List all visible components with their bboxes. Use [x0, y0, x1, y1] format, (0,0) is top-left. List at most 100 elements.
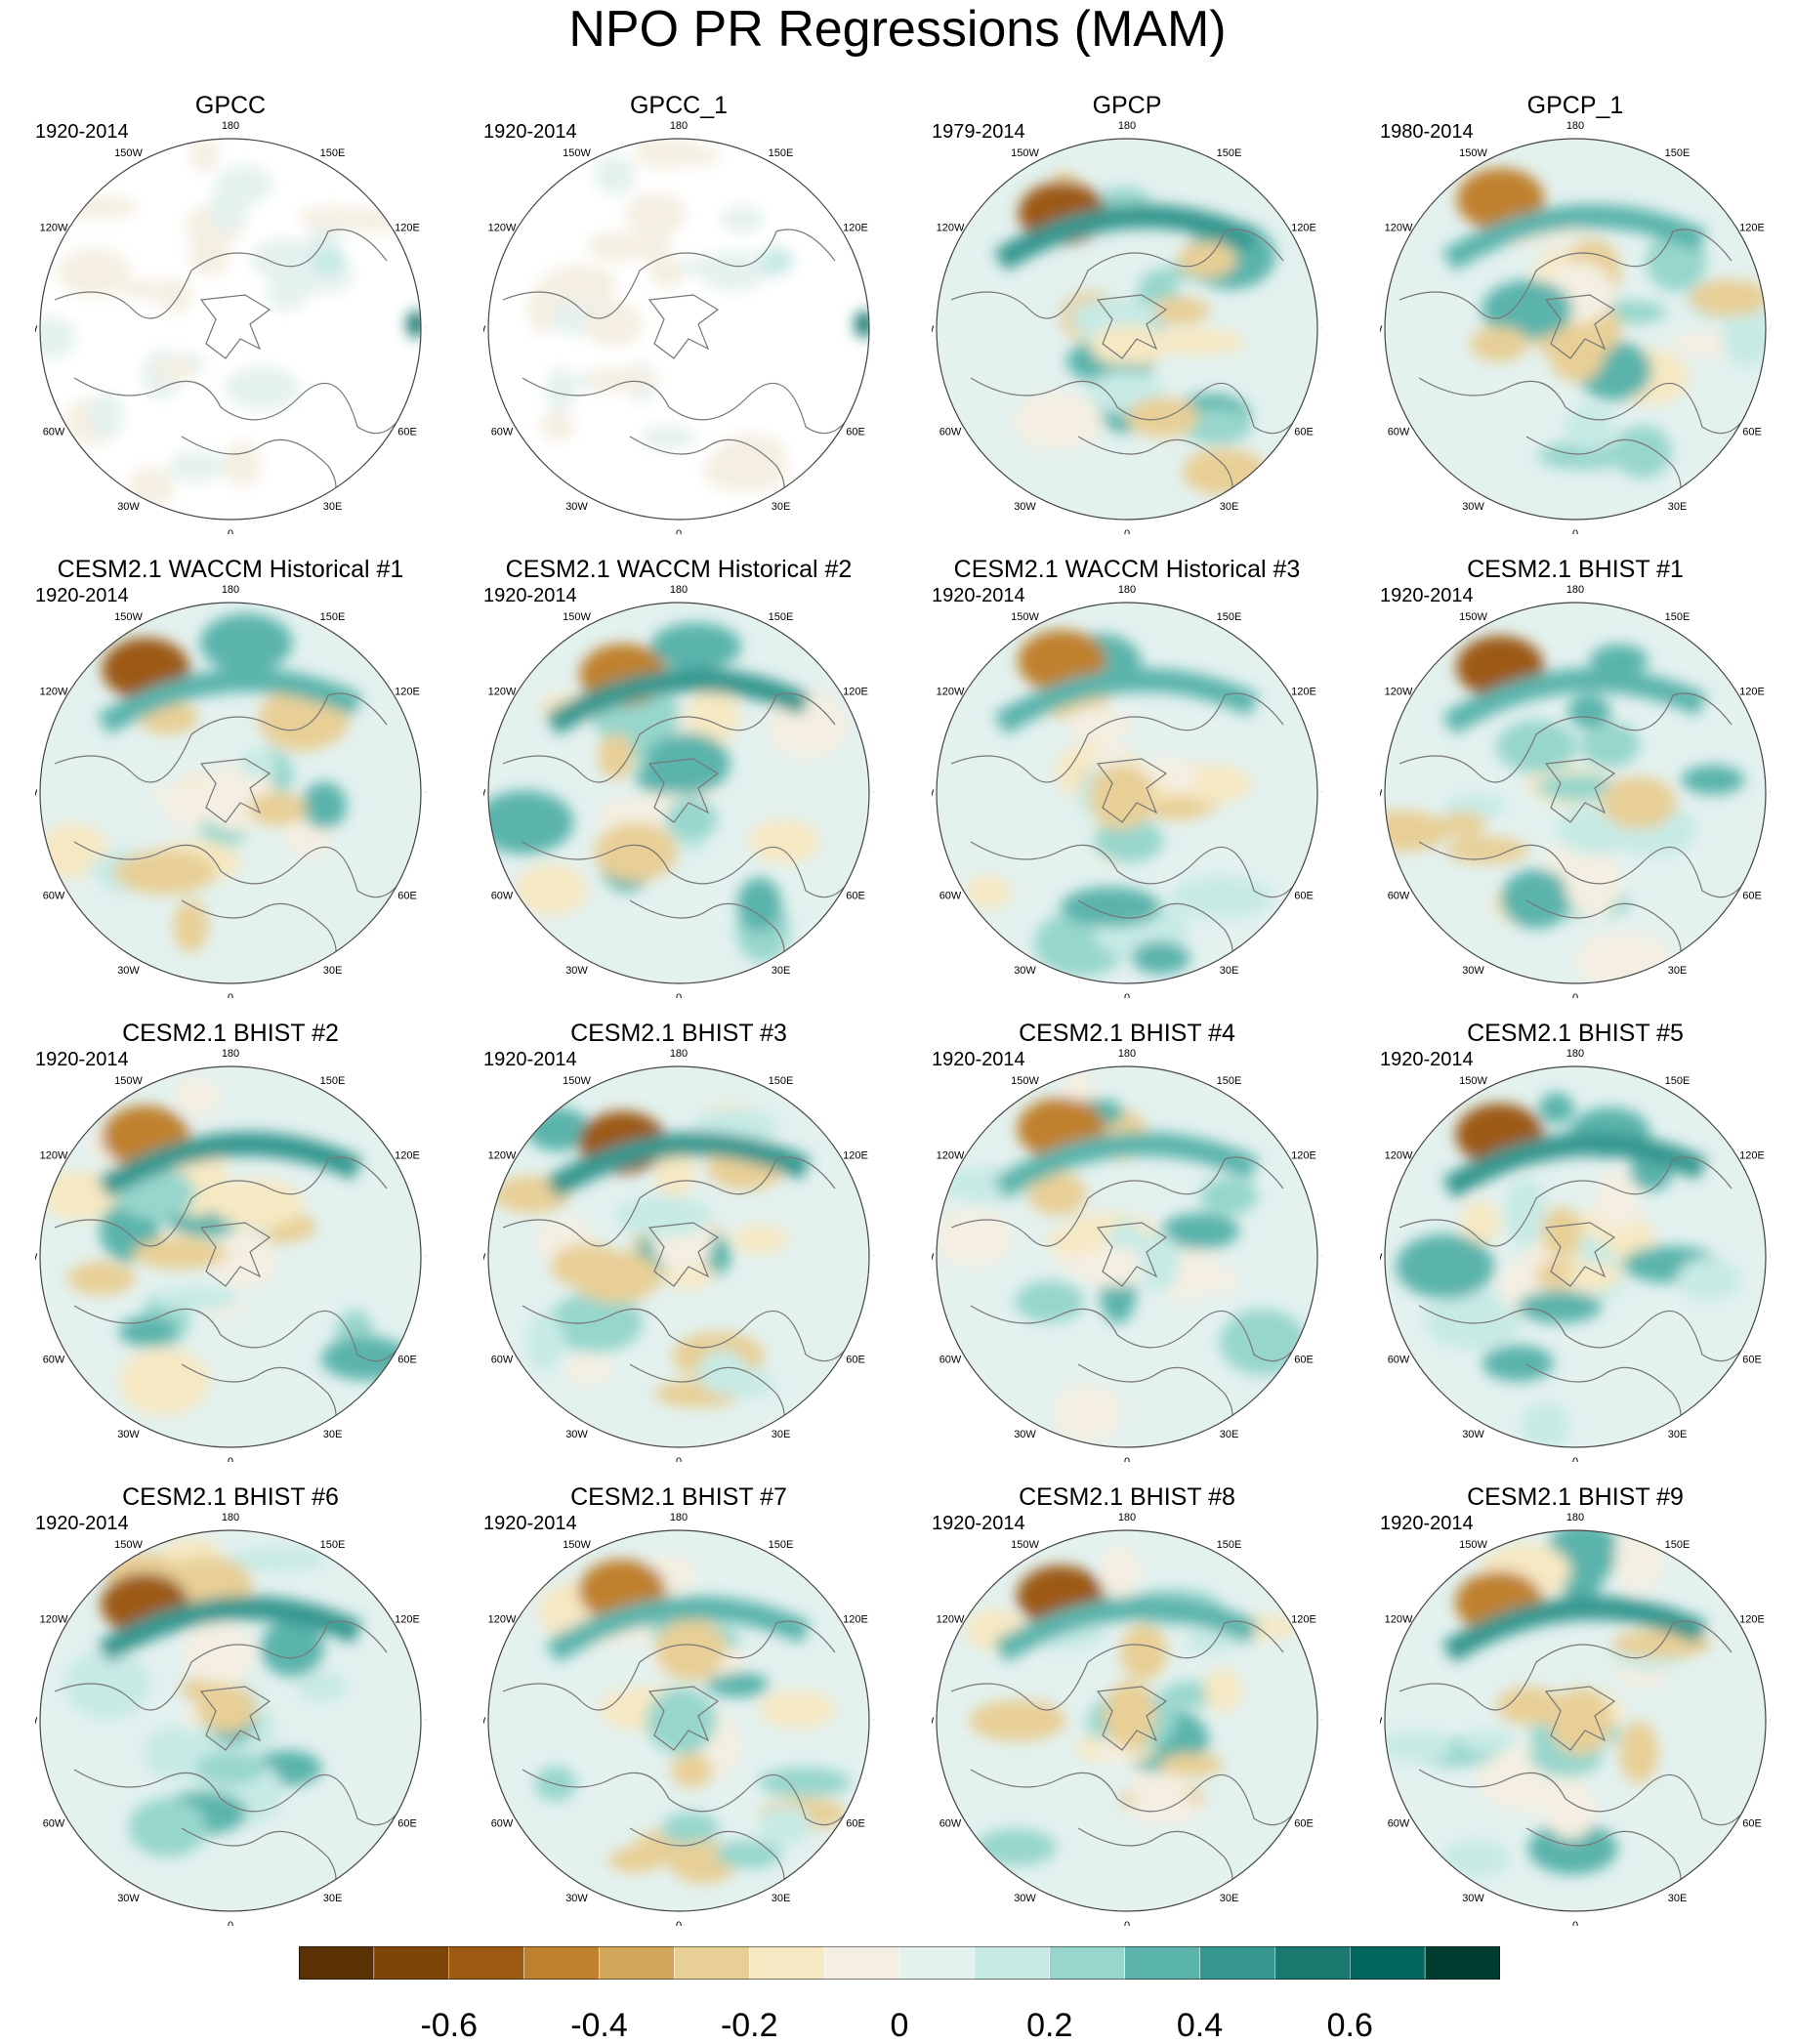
longitude-label: 90E [425, 788, 426, 800]
longitude-label: 30W [565, 965, 588, 977]
longitude-label: 90E [1321, 788, 1322, 800]
field-anomaly [1681, 765, 1745, 795]
longitude-label: 150W [1011, 147, 1039, 159]
longitude-label: 120W [937, 1150, 965, 1162]
map-outline [39, 138, 422, 521]
field-anomaly [545, 1132, 812, 1199]
field-anomaly [1441, 204, 1708, 271]
field-anomaly [296, 1672, 348, 1702]
polar-map: 180 150E 120E 90E 60E 30E 0 30W 60W 90W 120W 150W [932, 1512, 1322, 1926]
longitude-label: 120W [488, 223, 517, 234]
field-anomaly [1423, 1289, 1523, 1351]
field-anomaly [1496, 1686, 1563, 1726]
longitude-label: 90E [425, 1252, 426, 1264]
field-anomaly [548, 1292, 644, 1353]
field-anomaly [1027, 1171, 1087, 1216]
colorbar-tick-label: 0.2 [1026, 2007, 1073, 2044]
longitude-label: 180 [670, 1512, 688, 1523]
map-panel: CESM2.1 WACCM Historical #2 1920-2014 180 1… [483, 555, 874, 999]
field-anomaly [1676, 1257, 1742, 1302]
field-anomaly [212, 1178, 304, 1230]
colorbar-tick-label: -0.4 [570, 2007, 628, 2044]
longitude-label: 30W [1462, 501, 1484, 513]
longitude-label: 150W [563, 147, 591, 159]
field-anomaly [594, 155, 636, 195]
field-anomaly [526, 283, 557, 334]
longitude-label: 30E [1220, 1429, 1239, 1440]
longitude-label: 0 [1572, 1920, 1578, 1926]
field-anomaly [40, 316, 76, 359]
longitude-label: 90W [1380, 788, 1383, 800]
field-anomaly [993, 668, 1260, 735]
field-anomaly [260, 1619, 324, 1677]
longitude-label: 0 [228, 1920, 233, 1926]
field-anomaly [525, 1312, 564, 1371]
field-anomaly [1495, 720, 1577, 773]
longitude-label: 60E [846, 427, 865, 438]
longitude-label: 120W [1385, 1614, 1413, 1626]
longitude-label: 90E [425, 1716, 426, 1728]
longitude-label: 120E [843, 1150, 868, 1162]
field-anomaly [635, 760, 694, 795]
field-anomaly [758, 1689, 837, 1729]
longitude-label: 30W [565, 1429, 588, 1440]
panel-period: 1920-2014 [932, 1049, 1025, 1070]
coastlines [950, 1156, 1304, 1443]
field-anomaly [1567, 694, 1611, 729]
field-anomaly [1504, 1177, 1548, 1248]
longitude-label: 60E [846, 1355, 865, 1366]
longitude-label: 90E [1770, 1716, 1771, 1728]
field-anomaly [641, 425, 696, 449]
field-anomaly [1088, 764, 1154, 830]
longitude-label: 150W [563, 1075, 591, 1087]
longitude-label: 180 [1118, 1048, 1136, 1060]
panel-period: 1920-2014 [483, 121, 577, 143]
field-anomaly [183, 1623, 255, 1684]
panel-title: CESM2.1 BHIST #9 [1467, 1483, 1684, 1511]
longitude-label: 0 [676, 992, 682, 998]
longitude-label: 120E [1739, 223, 1765, 234]
field-anomaly [1131, 941, 1190, 975]
longitude-label: 30E [772, 501, 791, 513]
field-anomaly [247, 791, 307, 826]
longitude-label: 150E [1665, 147, 1691, 159]
field-anomaly [406, 311, 421, 338]
longitude-label: 150E [320, 611, 346, 623]
longitude-label: 90W [483, 1252, 486, 1264]
field-anomaly [706, 1671, 769, 1697]
panel-title: CESM2.1 BHIST #1 [1467, 556, 1684, 583]
longitude-label: 180 [1566, 120, 1584, 132]
panel-title: CESM2.1 BHIST #7 [570, 1483, 787, 1511]
panel-period: 1920-2014 [35, 121, 129, 143]
field-anomaly [144, 1726, 206, 1781]
field-anomaly [714, 1368, 775, 1398]
field-anomaly [1385, 810, 1449, 852]
field-anomaly [737, 877, 781, 933]
field-anomaly [1046, 1226, 1104, 1255]
field-anomaly [718, 455, 789, 492]
colorbar-swatch [299, 1946, 375, 1980]
polar-map: 180 150E 120E 90E 60E 30E 0 30W 60W 90W 120W 150W [483, 120, 874, 534]
field-anomaly [758, 1767, 852, 1797]
field-anomaly [646, 1688, 718, 1755]
longitude-label: 0 [1124, 1920, 1130, 1926]
field-anomaly [214, 165, 273, 204]
longitude-label: 90E [873, 788, 874, 800]
field-anomaly [210, 1231, 278, 1288]
longitude-label: 150E [769, 611, 794, 623]
field-anomaly [189, 139, 220, 172]
panel-title: CESM2.1 BHIST #3 [570, 1020, 787, 1047]
field-anomaly [670, 1753, 713, 1788]
field-anomaly [615, 1194, 712, 1237]
field-anomaly [689, 688, 740, 746]
map-outline [487, 1065, 870, 1448]
field-anomaly [238, 749, 277, 777]
field-anomaly [1590, 644, 1649, 676]
longitude-label: 0 [676, 528, 682, 534]
longitude-label: 90W [35, 1716, 38, 1728]
field-anomaly [1461, 1729, 1517, 1754]
